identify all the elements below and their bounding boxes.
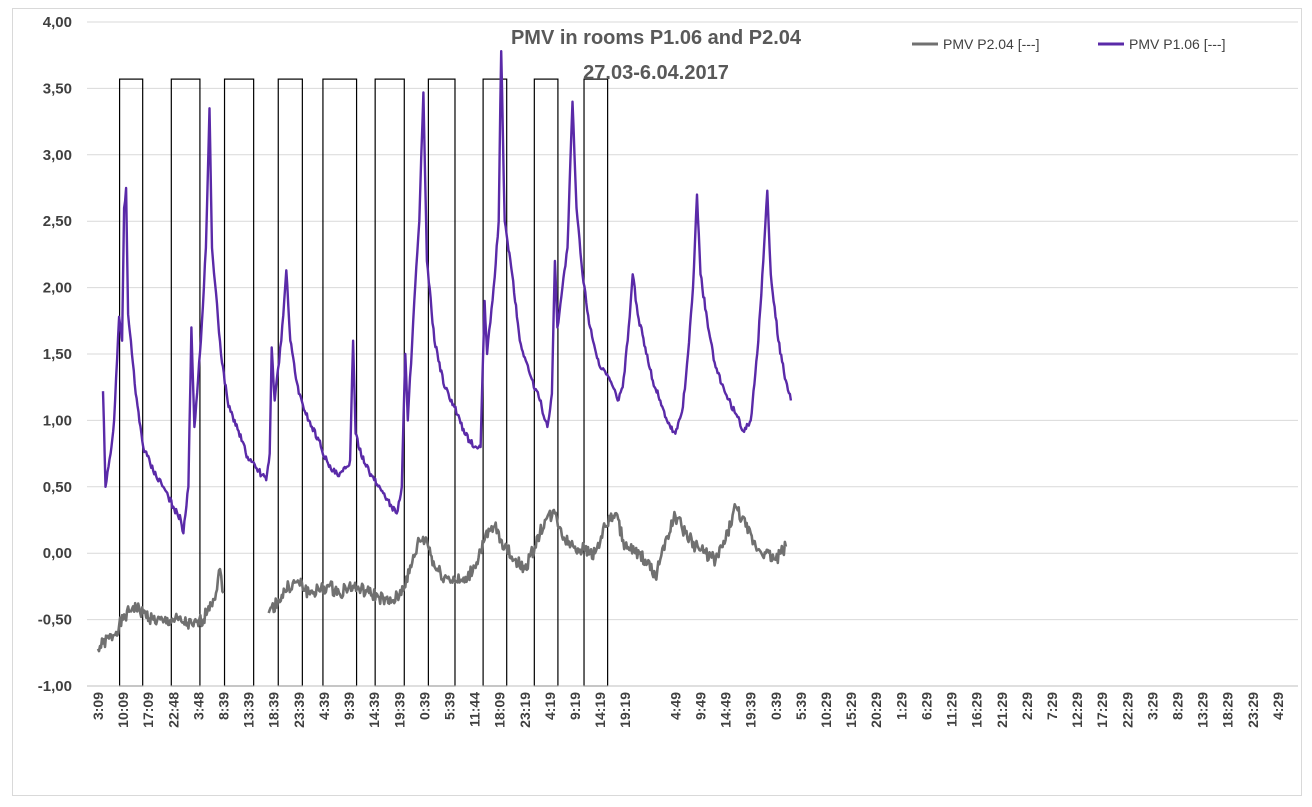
y-tick-label: 0,00: [43, 545, 72, 562]
x-tick-label: 17:09: [140, 692, 156, 728]
y-tick-label: 3,00: [43, 147, 72, 164]
x-tick-label: 14:49: [718, 692, 734, 728]
x-tick-label: 4:29: [1270, 692, 1286, 720]
x-tick-label: 15:29: [843, 692, 859, 728]
x-tick-label: 19:19: [617, 692, 633, 728]
x-tick-label: 20:29: [868, 692, 884, 728]
occupancy-box: [583, 78, 609, 687]
x-tick-label: 4:19: [542, 692, 558, 720]
series-line-p204: [96, 567, 225, 653]
y-axis-tick-labels: -1,00 -0,50 0,00 0,50 1,00 1,50 2,00 2,50 3,00 3,…: [38, 14, 72, 695]
legend-label-p204: PMV P2.04 [---]: [943, 36, 1039, 52]
x-tick-label: 3:48: [190, 692, 206, 720]
y-tick-label: 3,50: [43, 80, 72, 97]
occupancy-box: [427, 78, 456, 687]
x-tick-label: 11:29: [944, 692, 960, 727]
x-tick-label: 10:29: [818, 692, 834, 728]
chart-frame: [12, 8, 1302, 796]
x-tick-label: 23:19: [517, 692, 533, 728]
x-tick-label: 8:29: [1169, 692, 1185, 720]
y-tick-label: 1,00: [43, 412, 72, 429]
occupancy-box: [533, 78, 559, 687]
legend-label-p106: PMV P1.06 [---]: [1129, 36, 1225, 52]
x-tick-label: 7:29: [1044, 692, 1060, 720]
x-tick-label: 10:09: [115, 692, 131, 728]
x-tick-label: 21:29: [994, 692, 1010, 728]
x-tick-label: 12:29: [1069, 692, 1085, 728]
x-tick-label: 9:39: [341, 692, 357, 720]
series-line-p204: [267, 503, 788, 614]
x-tick-label: 16:29: [969, 692, 985, 728]
x-tick-label: 0:39: [768, 692, 784, 720]
x-tick-label: 11:44: [467, 692, 483, 727]
x-tick-label: 9:49: [693, 692, 709, 720]
x-tick-label: 4:49: [667, 692, 683, 720]
y-tick-label: 4,00: [43, 14, 72, 31]
occupancy-box: [170, 78, 201, 687]
x-tick-label: 2:29: [1019, 692, 1035, 720]
y-tick-label: -1,00: [38, 678, 72, 695]
x-tick-label: 18:29: [1220, 692, 1236, 728]
x-tick-label: 3:29: [1144, 692, 1160, 720]
x-tick-label: 18:09: [492, 692, 508, 728]
x-tick-label: 8:39: [216, 692, 232, 720]
x-tick-label: 14:19: [592, 692, 608, 728]
occupancy-box: [223, 78, 255, 687]
x-tick-label: 14:39: [366, 692, 382, 728]
chart-title-line-2: 27.03-6.04.2017: [583, 62, 729, 84]
x-tick-label: 1:29: [893, 692, 909, 720]
series-line-p106: [101, 50, 793, 535]
chart-title-line-1: PMV in rooms P1.06 and P2.04: [511, 27, 802, 49]
legend: PMV P2.04 [---] PMV P1.06 [---]: [912, 36, 1225, 52]
x-tick-label: 0:39: [416, 692, 432, 720]
y-tick-label: 2,00: [43, 280, 72, 297]
occupancy-box: [118, 78, 144, 687]
x-tick-label: 22:48: [165, 692, 181, 728]
x-tick-label: 13:39: [241, 692, 257, 728]
x-tick-label: 17:29: [1094, 692, 1110, 728]
x-tick-label: 6:29: [918, 692, 934, 720]
x-tick-label: 18:39: [266, 692, 282, 728]
x-tick-label: 5:39: [793, 692, 809, 720]
x-tick-label: 9:19: [567, 692, 583, 720]
x-tick-label: 13:29: [1195, 692, 1211, 728]
x-tick-label: 19:39: [743, 692, 759, 728]
x-tick-label: 23:29: [1245, 692, 1261, 728]
y-tick-label: 1,50: [43, 346, 72, 363]
y-tick-label: 2,50: [43, 213, 72, 230]
x-axis-tick-labels: 3:09 10:09 17:09 22:48 3:48 8:39 13:39 18:39 23:…: [90, 692, 1286, 728]
y-tick-label: 0,50: [43, 479, 72, 496]
y-tick-label: -0,50: [38, 612, 72, 629]
gridlines: [87, 21, 1298, 621]
series-lines: [96, 50, 793, 653]
x-tick-label: 5:39: [441, 692, 457, 720]
x-tick-label: 23:39: [291, 692, 307, 728]
x-tick-label: 22:29: [1119, 692, 1135, 728]
x-tick-label: 4:39: [316, 692, 332, 720]
x-tick-label: 19:39: [391, 692, 407, 728]
x-tick-label: 3:09: [90, 692, 106, 720]
